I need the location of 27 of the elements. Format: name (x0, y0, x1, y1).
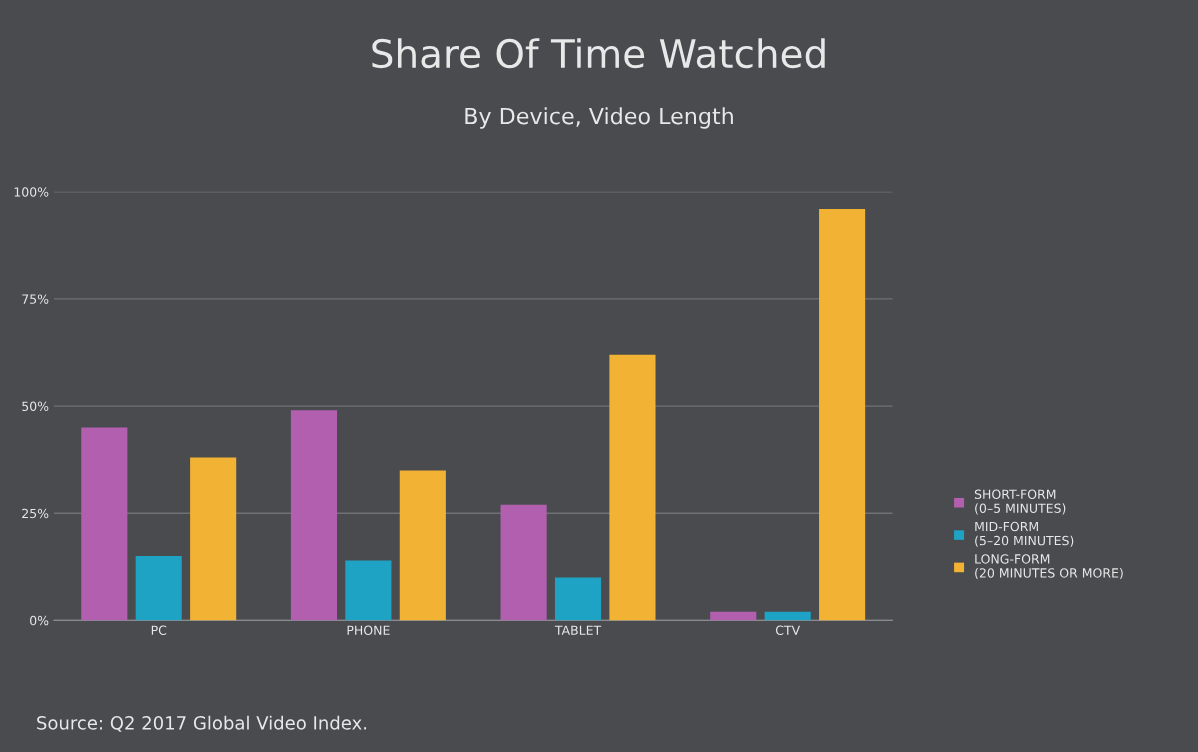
bar (609, 354, 656, 621)
bar (819, 208, 866, 621)
bar (290, 410, 338, 621)
legend-label: MID-FORM (5–20 MINUTES) (975, 521, 1074, 547)
bar (81, 427, 128, 621)
bar (764, 611, 811, 621)
x-tick-label: TABLET (554, 625, 602, 635)
y-tick-label: 25% (22, 508, 49, 519)
bar (190, 457, 237, 621)
y-tick-label: 0% (30, 615, 49, 626)
y-tick-label: 50% (22, 401, 49, 412)
bar (710, 611, 757, 621)
y-tick-label: 100% (14, 187, 49, 197)
bar (500, 504, 547, 621)
legend-label: SHORT-FORM (0–5 MINUTES) (974, 489, 1066, 515)
y-tick-label: 75% (22, 294, 49, 304)
bar (554, 577, 602, 621)
legend-label: LONG-FORM (20 MINUTES OR MORE) (975, 554, 1123, 580)
x-tick-label: PHONE (347, 625, 390, 635)
x-tick-label: CTV (775, 625, 801, 635)
x-tick-label: PC (151, 625, 167, 635)
chart-title: Share Of Time Watched (372, 38, 825, 69)
bar (135, 556, 182, 621)
chart-subtitle: By Device, Video Length (465, 107, 733, 129)
source-note: Source: Q2 2017 Global Video Index. (37, 715, 367, 732)
bar (345, 560, 392, 621)
bar (399, 470, 446, 621)
